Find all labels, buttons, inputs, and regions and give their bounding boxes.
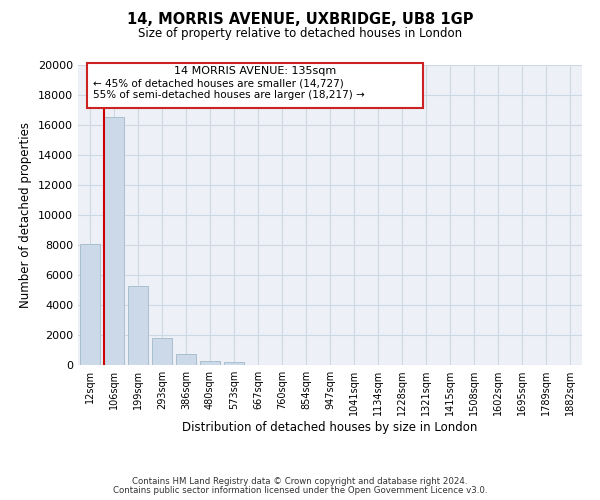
Text: 55% of semi-detached houses are larger (18,217) →: 55% of semi-detached houses are larger (… — [93, 90, 365, 100]
Y-axis label: Number of detached properties: Number of detached properties — [19, 122, 32, 308]
Bar — [200, 360, 220, 365]
Bar — [128, 286, 148, 365]
Bar — [104, 118, 124, 365]
Text: 14 MORRIS AVENUE: 135sqm: 14 MORRIS AVENUE: 135sqm — [174, 66, 336, 76]
Text: Size of property relative to detached houses in London: Size of property relative to detached ho… — [138, 28, 462, 40]
Bar — [80, 244, 100, 365]
Text: Contains public sector information licensed under the Open Government Licence v3: Contains public sector information licen… — [113, 486, 487, 495]
Text: ← 45% of detached houses are smaller (14,727): ← 45% of detached houses are smaller (14… — [93, 78, 344, 88]
Bar — [152, 338, 172, 365]
Bar — [224, 362, 244, 365]
X-axis label: Distribution of detached houses by size in London: Distribution of detached houses by size … — [182, 421, 478, 434]
Text: 14, MORRIS AVENUE, UXBRIDGE, UB8 1GP: 14, MORRIS AVENUE, UXBRIDGE, UB8 1GP — [127, 12, 473, 28]
Text: Contains HM Land Registry data © Crown copyright and database right 2024.: Contains HM Land Registry data © Crown c… — [132, 477, 468, 486]
Bar — [176, 354, 196, 365]
